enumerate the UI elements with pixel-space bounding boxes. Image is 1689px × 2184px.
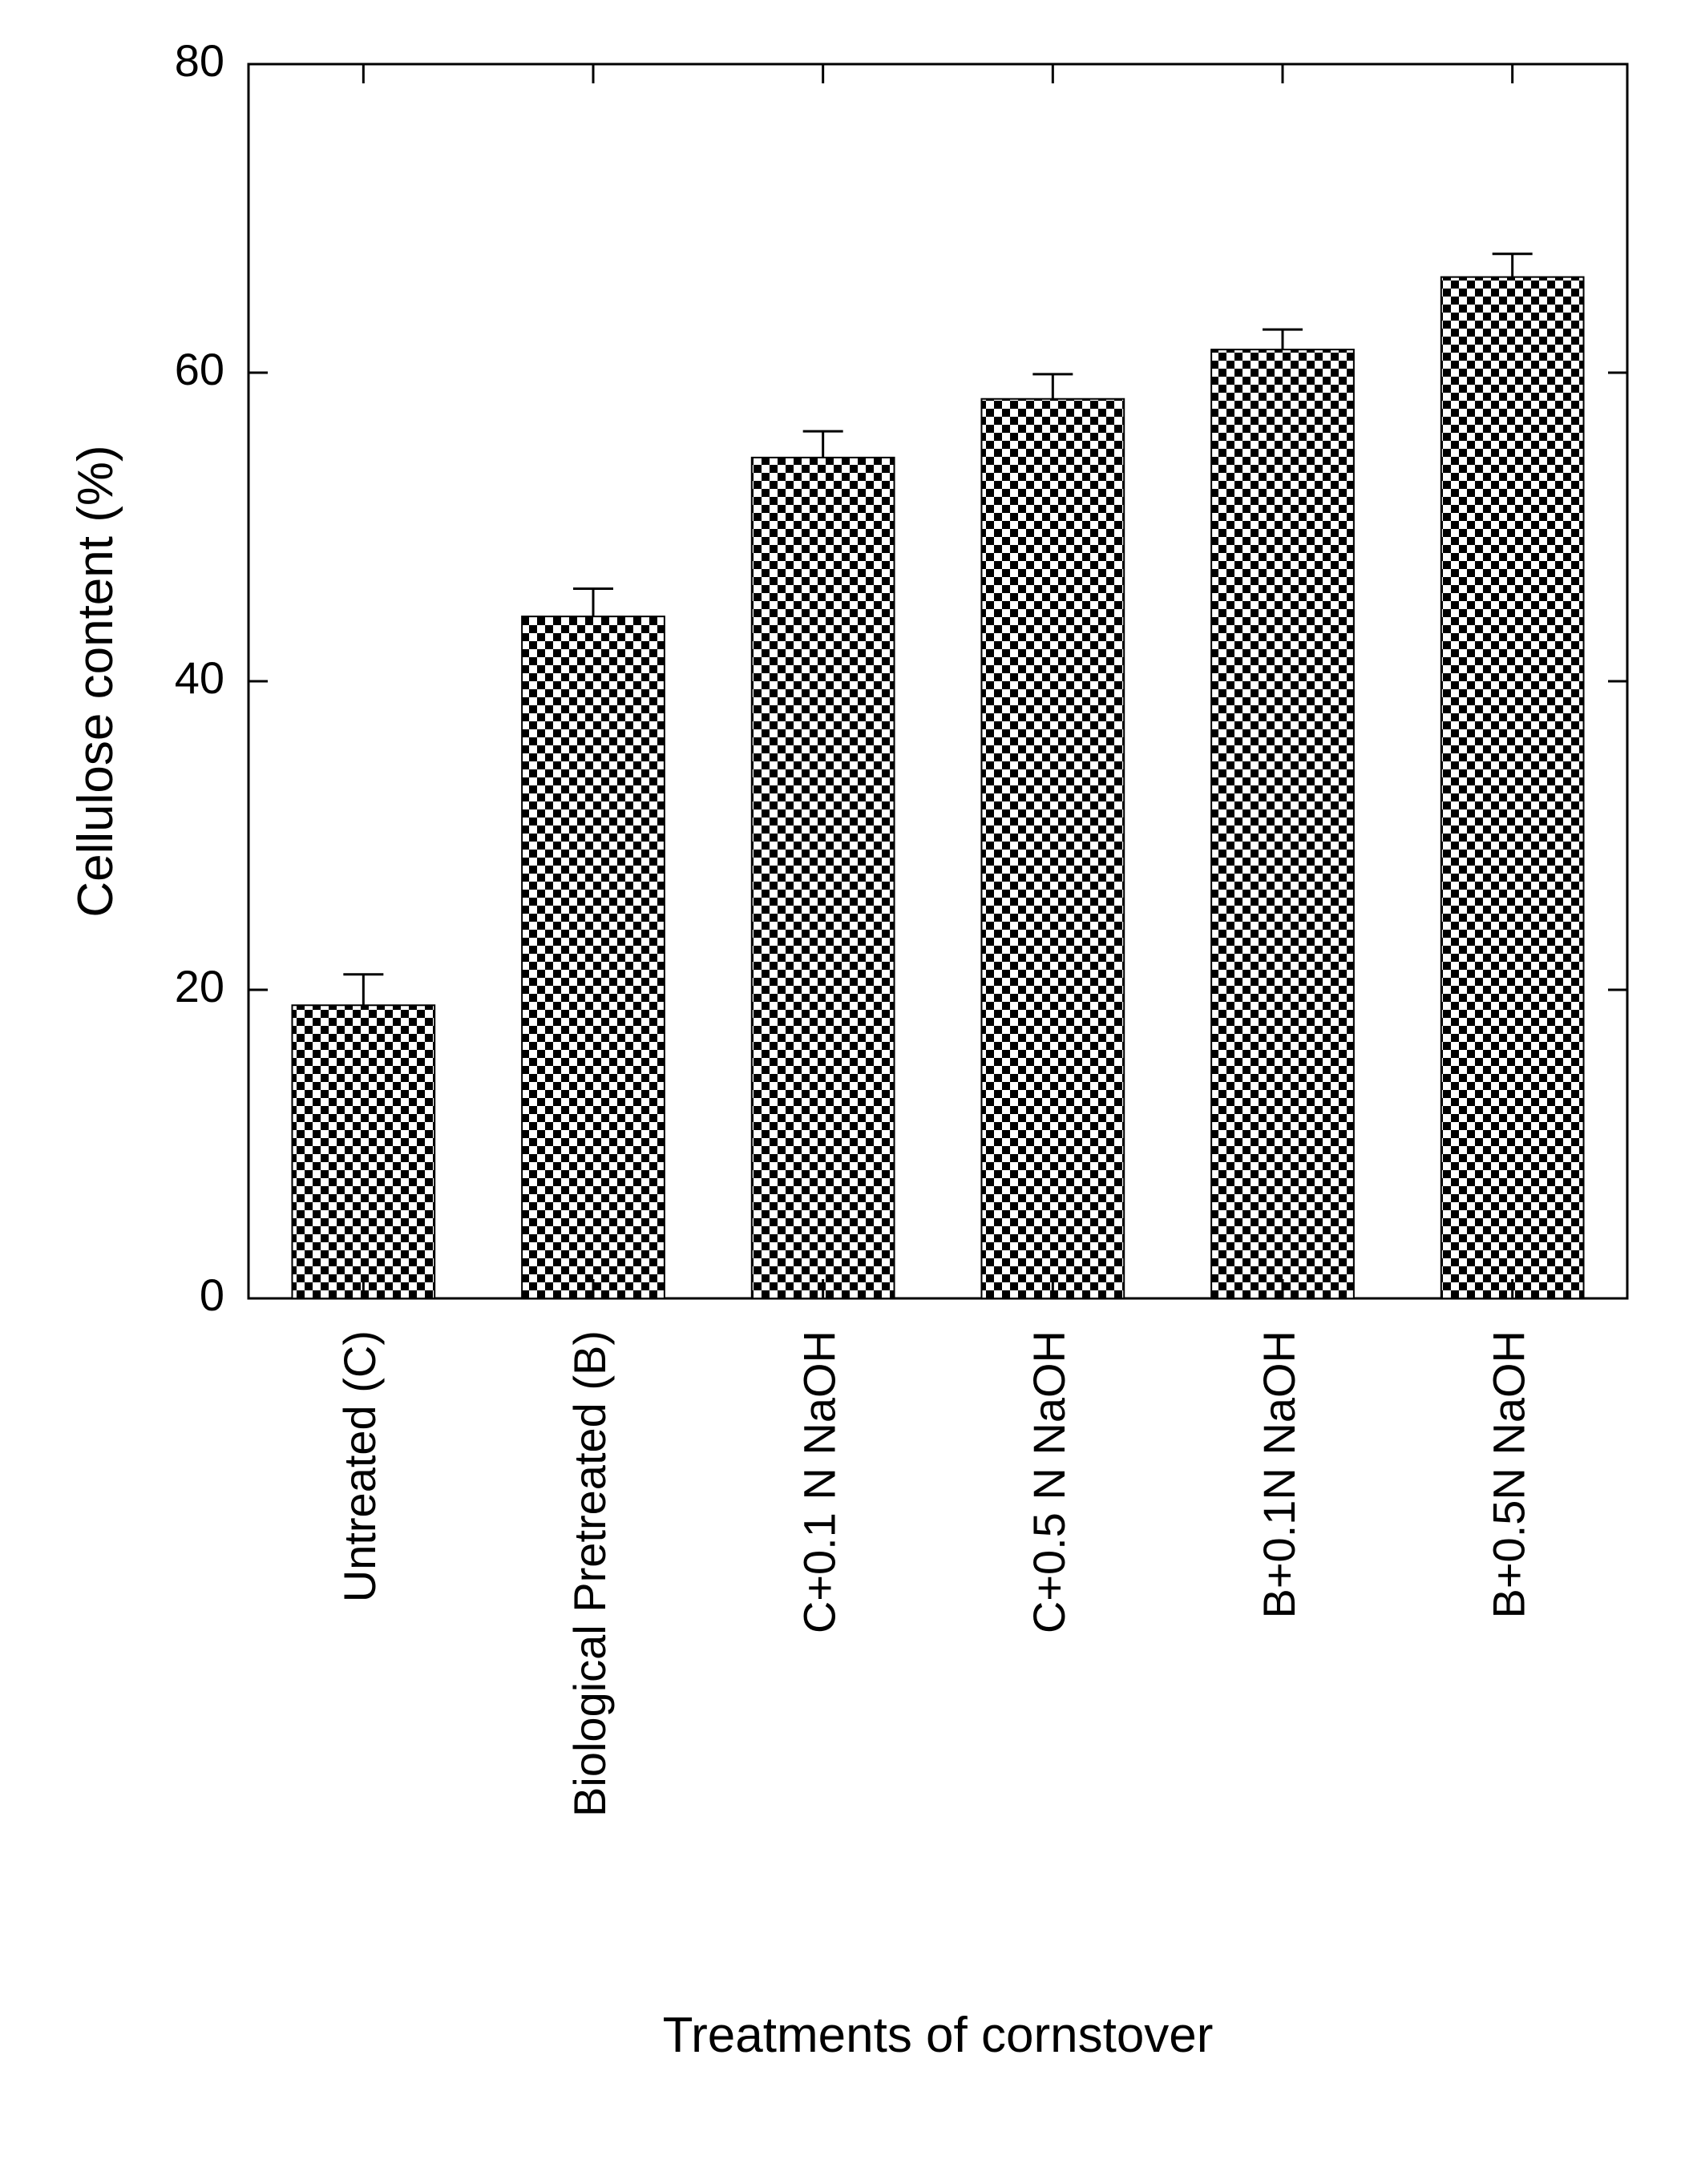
bar <box>1441 277 1584 1298</box>
y-tick-label: 60 <box>175 344 224 394</box>
y-tick-label: 0 <box>200 1270 224 1320</box>
category-label: Untreated (C) <box>334 1330 385 1602</box>
chart-container: 0 20 40 60 80 Cellulose content (%) Untreated … <box>0 0 1689 2184</box>
category-label: B+0.5N NaOH <box>1483 1330 1533 1619</box>
bar <box>1211 349 1354 1298</box>
bar <box>522 616 665 1298</box>
plot-frame <box>249 64 1627 1298</box>
bar <box>752 458 895 1298</box>
category-label: B+0.1N NaOH <box>1254 1330 1304 1619</box>
y-tick-label: 40 <box>175 652 224 703</box>
y-tick-label: 80 <box>175 35 224 86</box>
category-label: Biological Pretreated (B) <box>564 1330 615 1817</box>
y-tick-label: 20 <box>175 961 224 1011</box>
x-axis-title: Treatments of cornstover <box>663 2008 1214 2063</box>
category-label: C+0.1 N NaOH <box>794 1330 844 1633</box>
bar-chart: 0 20 40 60 80 Cellulose content (%) Untreated … <box>0 0 1689 2184</box>
y-axis-title: Cellulose content (%) <box>68 445 123 917</box>
category-label: C+0.5 N NaOH <box>1024 1330 1074 1633</box>
bar <box>292 1005 434 1298</box>
bar <box>981 399 1124 1298</box>
